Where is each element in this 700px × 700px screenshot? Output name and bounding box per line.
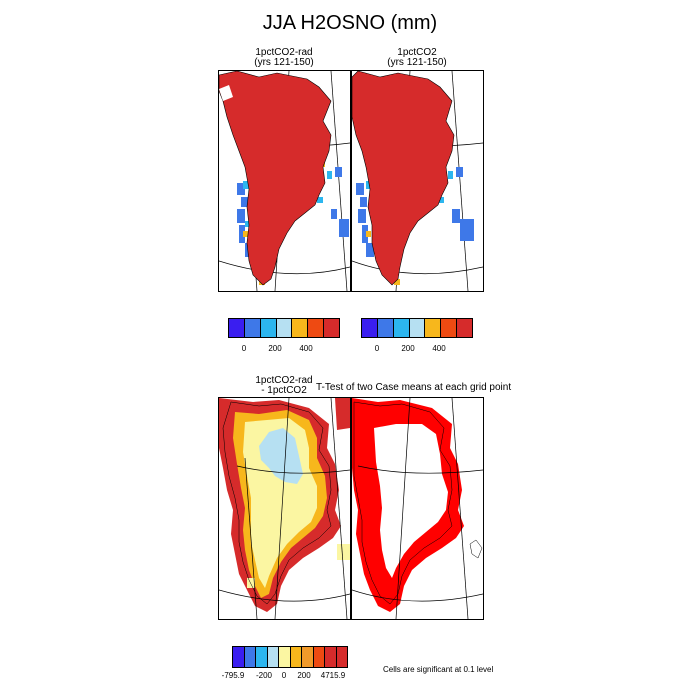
colorbar-top-left-tick: 200 — [268, 344, 282, 353]
island-outline — [469, 539, 483, 559]
diff-yellow-cell — [247, 578, 255, 588]
panel3-title: 1pctCO2-rad - 1pctCO2 — [218, 376, 350, 396]
panel4-map — [351, 397, 484, 620]
colorbar-bottom-tick: -795.9 — [221, 671, 245, 680]
panel1-title: 1pctCO2-rad (yrs 121-150) — [218, 48, 350, 68]
colorbar-swatch — [409, 319, 426, 337]
colorbar-bottom-tick: 4715.9 — [320, 671, 346, 680]
diff-red-corner — [335, 398, 350, 430]
colorbar-swatch — [229, 319, 245, 337]
orange-snow-cells — [366, 231, 400, 285]
colorbar-swatch — [244, 319, 261, 337]
panel4-map-svg — [352, 398, 483, 619]
panel1-map-svg — [219, 71, 350, 291]
white-gap — [219, 85, 233, 101]
greenland-coastline — [353, 401, 453, 605]
colorbar-swatch — [441, 319, 458, 337]
colorbar-swatch — [308, 319, 325, 337]
colorbar-bottom-tick: 200 — [297, 671, 311, 680]
panel2-map — [351, 70, 484, 292]
colorbar-top-left-tick: 400 — [299, 344, 313, 353]
colorbar-swatch — [233, 647, 245, 667]
colorbar-top-right-tick: 200 — [401, 344, 415, 353]
colorbar-swatch — [244, 647, 256, 667]
colorbar-swatch — [260, 319, 277, 337]
meridian-line — [451, 398, 469, 619]
colorbar-swatch — [393, 319, 410, 337]
colorbar-bottom-tick: -200 — [255, 671, 272, 680]
latitude-line — [352, 260, 483, 275]
significant-cells — [352, 398, 464, 612]
meridian-line — [330, 398, 348, 619]
meridian-line — [274, 398, 290, 619]
diff-light-blue-zone — [259, 428, 303, 484]
panel3-map-svg — [219, 398, 350, 619]
colorbar-top-left — [228, 318, 340, 338]
meridian-line — [330, 71, 348, 291]
colorbar-swatch — [377, 319, 394, 337]
diff-yellow-cell — [337, 544, 350, 560]
colorbar-swatch — [336, 647, 347, 667]
colorbar-swatch — [267, 647, 279, 667]
panel1-title-line1: 1pctCO2-rad — [255, 47, 313, 58]
colorbar-swatch — [313, 647, 325, 667]
greenland-coastline — [222, 401, 332, 605]
latitude-line — [357, 465, 483, 474]
latitude-line — [219, 260, 350, 275]
panel3-map — [218, 397, 351, 620]
colorbar-bottom — [232, 646, 348, 668]
colorbar-bottom-tick: 0 — [281, 671, 287, 680]
panel1-title-line2: (yrs 121-150) — [254, 57, 314, 68]
panel2-title: 1pctCO2 (yrs 121-150) — [351, 48, 483, 68]
panel2-title-line1: 1pctCO2 — [397, 47, 437, 58]
colorbar-swatch — [292, 319, 309, 337]
panel3-title-line1: 1pctCO2-rad — [255, 375, 313, 386]
colorbar-swatch — [362, 319, 378, 337]
latitude-line — [219, 589, 350, 602]
colorbar-swatch — [457, 319, 473, 337]
colorbar-swatch — [425, 319, 442, 337]
panel3-title-line2: - 1pctCO2 — [261, 385, 307, 396]
meridian-line — [451, 71, 469, 291]
colorbar-top-right-tick: 0 — [374, 344, 380, 353]
colorbar-top-left-tick: 0 — [241, 344, 247, 353]
meridian-line — [395, 398, 411, 619]
latitude-line — [352, 589, 483, 602]
colorbar-top-right-tick: 400 — [432, 344, 446, 353]
colorbar-swatch — [290, 647, 302, 667]
graticule — [352, 398, 483, 619]
colorbar-swatch — [256, 647, 268, 667]
panel4-title: T-Test of two Case means at each grid po… — [316, 382, 512, 393]
greenland-snow-field — [352, 71, 455, 286]
greenland-snow-field — [219, 71, 332, 286]
panel1-map — [218, 70, 351, 292]
colorbar-swatch — [324, 319, 340, 337]
colorbar-swatch — [279, 647, 291, 667]
colorbar-top-right — [361, 318, 473, 338]
panel2-map-svg — [352, 71, 483, 291]
latitude-line — [236, 465, 350, 474]
colorbar-swatch — [325, 647, 337, 667]
colorbar-swatch — [302, 647, 314, 667]
significance-note: Cells are significant at 0.1 level — [383, 665, 494, 674]
panel2-title-line2: (yrs 121-150) — [387, 57, 447, 68]
figure-title: JJA H2OSNO (mm) — [262, 12, 438, 34]
colorbar-swatch — [276, 319, 293, 337]
